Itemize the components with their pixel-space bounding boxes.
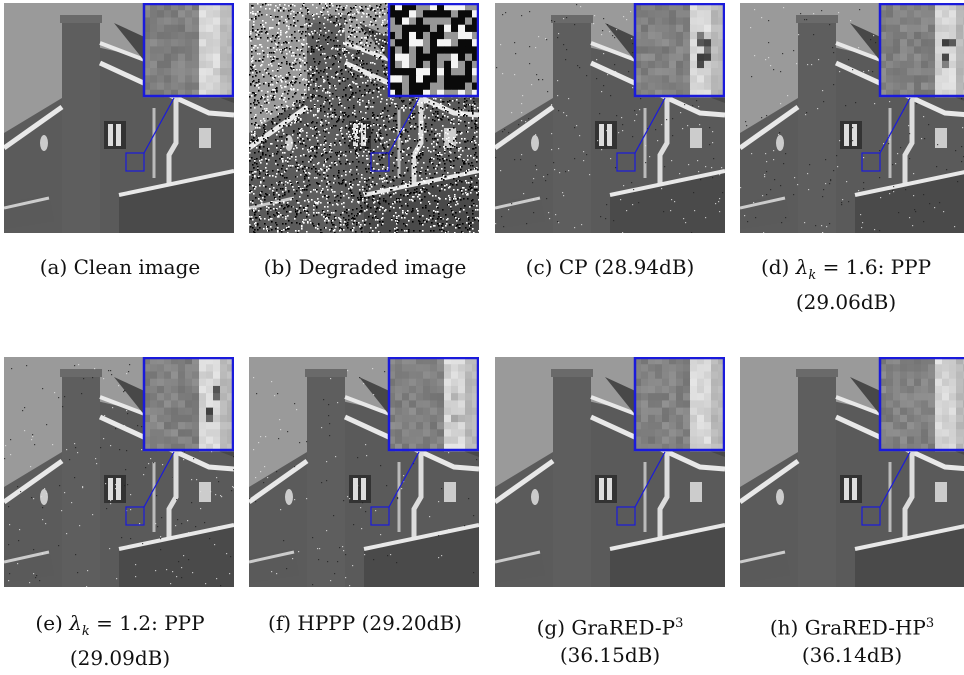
caption-h: (h) GraRED-HP3 (36.14dB) [732, 610, 964, 669]
caption-a: (a) Clean image [39, 255, 201, 279]
caption-e-line1: (e) λk = 1.2: PPP [35, 611, 205, 639]
caption-g-line1: (g) GraRED-P3 [536, 615, 684, 640]
caption-h-line2: (36.14dB) [801, 642, 903, 667]
house-scene [249, 357, 479, 587]
zoom-region-marker [861, 152, 881, 172]
house-scene [4, 357, 234, 587]
house-scene [4, 3, 234, 233]
caption-b: (b) Degraded image [263, 255, 467, 279]
house-scene [740, 3, 964, 233]
panel-c-image [495, 3, 725, 233]
zoom-region-marker [370, 152, 390, 172]
house-scene [495, 3, 725, 233]
house-scene [495, 357, 725, 587]
caption-g: (g) GraRED-P3 (36.15dB) [490, 610, 730, 669]
zoom-region-marker [125, 152, 145, 172]
panel-h-image [740, 357, 964, 587]
caption-d-line2: (29.06dB) [795, 290, 897, 314]
zoom-inset [143, 3, 234, 98]
caption-e: (e) λk = 1.2: PPP (29.09dB) [0, 610, 240, 672]
panel-g-image [495, 357, 725, 587]
panel-e-image [4, 357, 234, 587]
zoom-region-marker [125, 506, 145, 526]
zoom-region-marker [616, 506, 636, 526]
panel-f-image [249, 357, 479, 587]
caption-f: (f) HPPP (29.20dB) [268, 611, 462, 635]
zoom-inset [879, 3, 964, 98]
house-scene [740, 357, 964, 587]
caption-e-line2: (29.09dB) [69, 646, 171, 670]
caption-g-line2: (36.15dB) [559, 642, 661, 667]
caption-c: (c) CP (28.94dB) [525, 255, 695, 279]
zoom-region-marker [370, 506, 390, 526]
zoom-inset [879, 357, 964, 452]
zoom-inset [388, 357, 479, 452]
caption-h-line1: (h) GraRED-HP3 [769, 615, 935, 640]
zoom-inset [388, 3, 479, 98]
caption-d-line1: (d) λk = 1.6: PPP [760, 255, 932, 283]
zoom-region-marker [861, 506, 881, 526]
panel-a-image [4, 3, 234, 233]
house-scene [249, 3, 479, 233]
zoom-inset [634, 357, 725, 452]
zoom-region-marker [616, 152, 636, 172]
zoom-inset [634, 3, 725, 98]
caption-d: (d) λk = 1.6: PPP (29.06dB) [726, 254, 964, 316]
zoom-inset [143, 357, 234, 452]
panel-d-image [740, 3, 964, 233]
panel-b-image [249, 3, 479, 233]
